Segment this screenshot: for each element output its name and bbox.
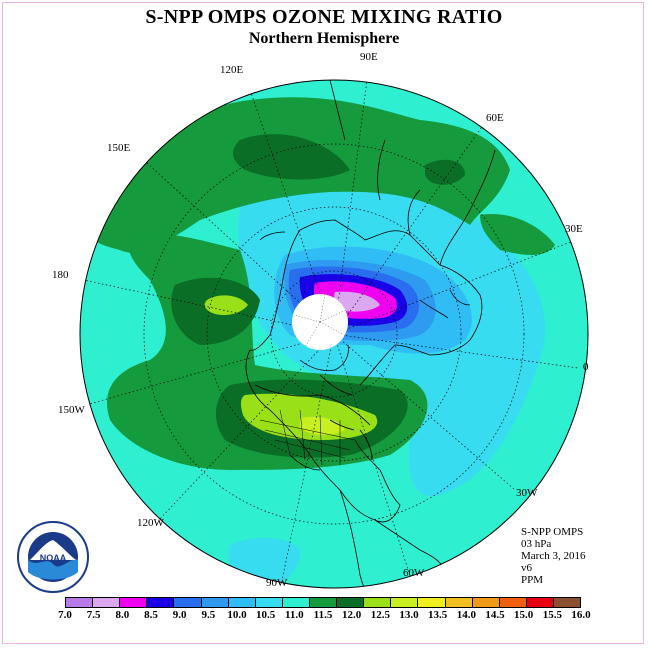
colorbar-tick-label: 10.0 xyxy=(227,609,247,621)
noaa-logo-text: NOAA xyxy=(40,553,67,563)
map-subtitle: Northern Hemisphere xyxy=(248,30,400,47)
colorbar-tick-label: 16.0 xyxy=(571,609,591,621)
colorbar-tick-label: 12.5 xyxy=(370,609,390,621)
lon-label-150w: 150W xyxy=(58,404,86,416)
field-12-5-west xyxy=(204,295,248,316)
info-block: S-NPP OMPS 03 hPa March 3, 2016 v6 PPM xyxy=(521,526,585,586)
colorbar-tick-label: 7.0 xyxy=(58,609,72,621)
colorbar-swatch xyxy=(66,598,94,607)
colorbar-swatch xyxy=(282,598,310,607)
colorbar-swatch xyxy=(120,598,148,607)
lon-label-30e: 30E xyxy=(565,223,583,235)
noaa-logo: NOAA xyxy=(17,521,89,593)
colorbar-tick-label: 15.0 xyxy=(514,609,534,621)
colorbar-tick-label: 12.0 xyxy=(342,609,362,621)
colorbar-tick-label: 14.5 xyxy=(485,609,505,621)
colorbar-swatch xyxy=(201,598,229,607)
colorbar-tick-label: 8.5 xyxy=(144,609,158,621)
info-units: PPM xyxy=(521,574,544,586)
colorbar xyxy=(65,597,581,608)
colorbar-tick-label: 11.0 xyxy=(285,609,304,621)
field-7-5 xyxy=(334,291,380,312)
colorbar-swatch xyxy=(337,598,365,607)
colorbar-tick-label: 9.5 xyxy=(201,609,216,621)
map-title: S-NPP OMPS OZONE MIXING RATIO xyxy=(145,6,503,28)
colorbar-swatch xyxy=(255,598,283,607)
colorbar-swatch xyxy=(147,598,175,607)
colorbar-swatch xyxy=(364,598,392,607)
colorbar-tick-label: 14.0 xyxy=(456,609,476,621)
colorbar-swatch xyxy=(309,598,338,607)
info-instrument: S-NPP OMPS xyxy=(521,526,584,538)
lon-label-0: 0 xyxy=(583,361,589,373)
lon-label-90w: 90W xyxy=(266,577,288,589)
lon-label-30w: 30W xyxy=(516,487,538,499)
colorbar-tick-label: 13.5 xyxy=(428,609,448,621)
field-11-5-east xyxy=(480,214,555,255)
colorbar-swatch xyxy=(553,598,581,607)
colorbar-tick-label: 11.5 xyxy=(313,609,333,621)
lon-label-180: 180 xyxy=(52,269,69,281)
colorbar-swatch xyxy=(228,598,256,607)
colorbar-tick-label: 7.5 xyxy=(86,609,101,621)
colorbar-ticks: 7.0 7.5 8.0 8.5 9.0 9.5 10.0 10.5 11.0 11.5 12.0 12… xyxy=(58,609,591,623)
lon-label-120e: 120E xyxy=(220,64,244,76)
field-12-0-blob xyxy=(425,159,465,185)
lon-label-120w: 120W xyxy=(137,517,165,529)
colorbar-swatch xyxy=(472,598,500,607)
colorbar-swatch xyxy=(174,598,202,607)
pole-graticule xyxy=(293,293,347,348)
colorbar-swatch xyxy=(499,598,527,607)
colorbar-swatch xyxy=(418,598,446,607)
colorbar-swatch xyxy=(93,598,121,607)
colorbar-tick-label: 8.0 xyxy=(115,609,130,621)
colorbar-swatch xyxy=(526,598,554,607)
info-version: v6 xyxy=(521,562,532,574)
colorbar-tick-label: 10.5 xyxy=(256,609,276,621)
field-12-0-north xyxy=(233,134,350,180)
colorbar-tick-label: 15.5 xyxy=(542,609,562,621)
colorbar-tick-label: 9.0 xyxy=(172,609,187,621)
info-date: March 3, 2016 xyxy=(521,550,586,562)
state-borders xyxy=(259,409,356,466)
colorbar-swatch xyxy=(391,598,419,607)
lon-label-60e: 60E xyxy=(486,112,504,124)
colorbar-swatch xyxy=(445,598,473,607)
info-level: 03 hPa xyxy=(521,538,552,550)
colorbar-tick-label: 13.0 xyxy=(399,609,419,621)
field-13-0-south xyxy=(300,416,345,436)
lon-label-60w: 60W xyxy=(403,567,425,579)
coastlines xyxy=(245,80,496,588)
lon-label-90e: 90E xyxy=(360,51,378,63)
map-border xyxy=(79,79,589,589)
lon-label-150e: 150E xyxy=(107,142,131,154)
